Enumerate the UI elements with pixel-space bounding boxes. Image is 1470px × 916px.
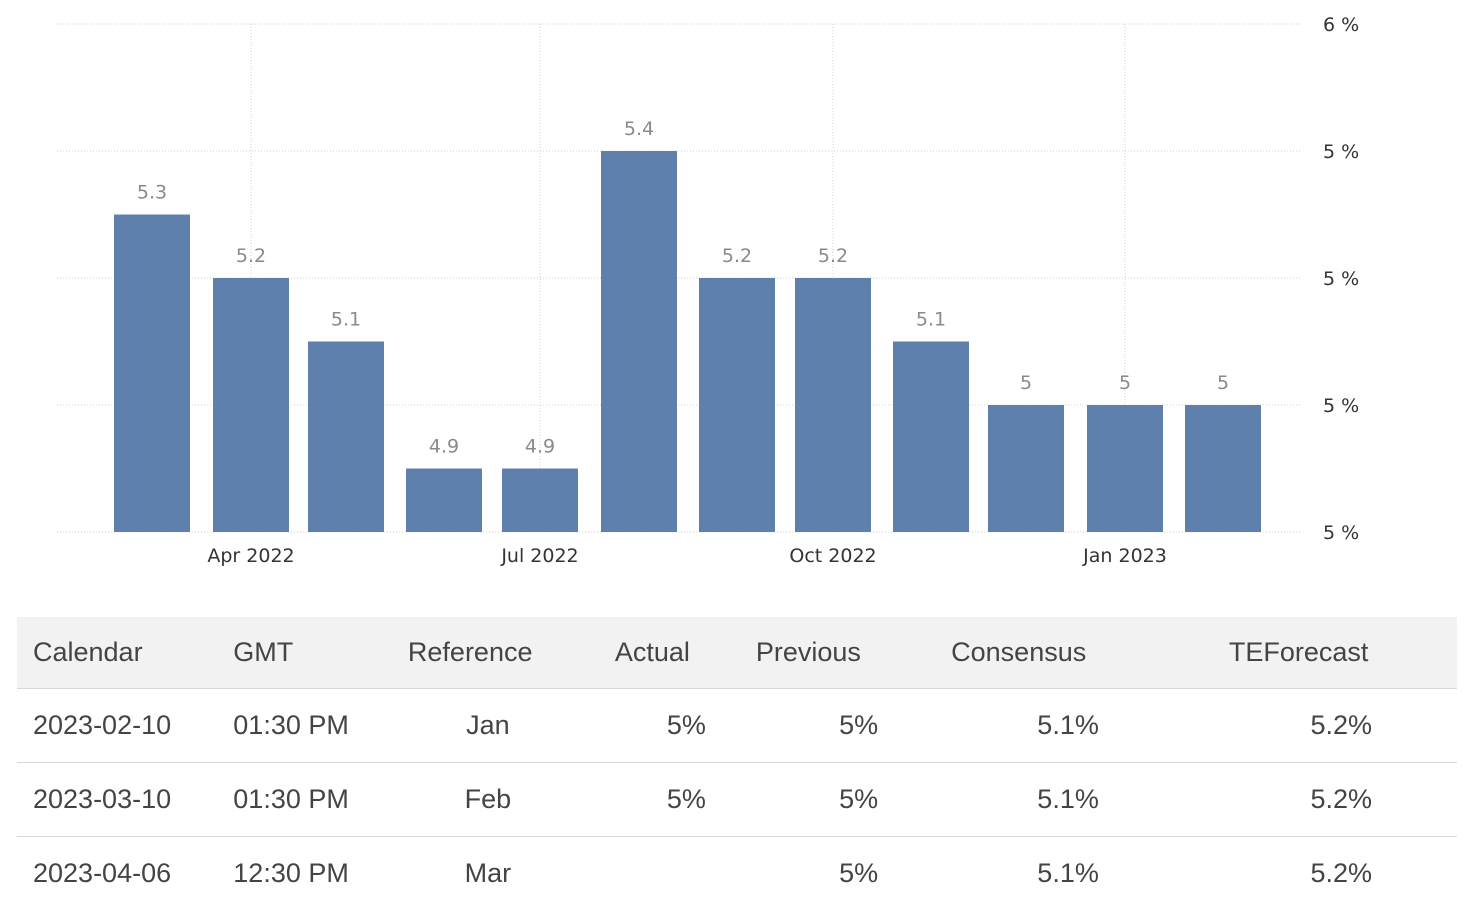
cell-reference: Feb [464,783,512,814]
header-consensus[interactable]: Consensus [951,636,1087,667]
table-row: 2023-03-10 01:30 PM Feb 5% 5% 5.1% 5.2% [17,762,1457,836]
bar-chart: 5.3 5.2 5.1 4.9 4.9 5.4 5.2 5.2 5.1 5 5 5 Apr 2022 J… [57,14,1359,567]
bar-value-label: 5.2 [236,245,266,267]
header-calendar[interactable]: Calendar [33,636,143,667]
bar [893,341,969,532]
cell-reference: Jan [466,709,510,740]
bar [502,468,578,532]
cell-actual: 5% [666,783,706,814]
bar [308,341,384,532]
x-axis: Apr 2022 Jul 2022 Oct 2022 Jan 2023 [207,545,1166,567]
chart-canvas: 5.3 5.2 5.1 4.9 4.9 5.4 5.2 5.2 5.1 5 5 5 Apr 2022 J… [57,14,1359,567]
cell-consensus: 5.1% [1037,783,1099,814]
cell-teforecast: 5.2% [1310,783,1372,814]
cell-calendar: 2023-02-10 [33,709,172,740]
bar-value-label: 5.2 [818,245,848,267]
y-tick-label: 5 % [1323,522,1359,544]
cell-teforecast: 5.2% [1310,709,1372,740]
y-tick-label: 5 % [1323,268,1359,290]
bar-value-label: 5.1 [916,309,946,331]
bar-value-label: 4.9 [429,436,459,458]
y-axis: 5 % 5 % 5 % 5 % 6 % [1323,14,1359,544]
x-tick-label: Oct 2022 [789,545,876,567]
cell-consensus: 5.1% [1037,709,1099,740]
bar-value-label: 5 [1020,372,1032,394]
value-label-layer: 5.3 5.2 5.1 4.9 4.9 5.4 5.2 5.2 5.1 5 5 5 [137,118,1229,458]
cell-reference: Mar [464,857,512,888]
bar [1087,405,1163,532]
table-header-row: Calendar GMT Reference Actual Previous C… [17,617,1457,688]
x-tick-label: Jul 2022 [500,545,578,567]
header-previous[interactable]: Previous [755,636,861,667]
cell-consensus: 5.1% [1037,857,1099,888]
cell-gmt: 12:30 PM [233,857,349,888]
x-tick-label: Apr 2022 [207,545,294,567]
bar-value-label: 5.2 [722,245,752,267]
cell-previous: 5% [839,709,879,740]
calendar-table: Calendar GMT Reference Actual Previous C… [17,617,1457,910]
bar [795,278,871,532]
cell-actual: 5% [666,709,706,740]
cell-gmt: 01:30 PM [233,709,349,740]
cell-previous: 5% [839,783,879,814]
x-tick-label: Jan 2023 [1082,545,1167,567]
table-row: 2023-04-06 12:30 PM Mar 5% 5.1% 5.2% [17,836,1457,910]
bar-value-label: 5.4 [624,118,654,140]
bar [406,468,482,532]
y-tick-label: 6 % [1323,14,1359,36]
bar-value-label: 5 [1217,372,1229,394]
bar-value-label: 4.9 [525,436,555,458]
table-row: 2023-02-10 01:30 PM Jan 5% 5% 5.1% 5.2% [17,688,1457,762]
cell-calendar: 2023-03-10 [33,783,172,814]
bar-layer [114,151,1261,532]
header-teforecast[interactable]: TEForecast [1228,636,1369,667]
header-reference[interactable]: Reference [407,636,533,667]
y-tick-label: 5 % [1323,395,1359,417]
y-tick-label: 5 % [1323,141,1359,163]
bar [213,278,289,532]
bar [1185,405,1261,532]
cell-previous: 5% [839,857,879,888]
cell-teforecast: 5.2% [1310,857,1372,888]
header-gmt[interactable]: GMT [233,636,294,667]
header-actual[interactable]: Actual [614,636,690,667]
bar [699,278,775,532]
bar-value-label: 5.3 [137,182,167,204]
bar [988,405,1064,532]
bar-value-label: 5.1 [331,309,361,331]
cell-actual [595,836,726,910]
cell-gmt: 01:30 PM [233,783,349,814]
bar-value-label: 5 [1119,372,1131,394]
cell-calendar: 2023-04-06 [33,857,172,888]
bar [114,214,190,532]
bar [601,151,677,532]
